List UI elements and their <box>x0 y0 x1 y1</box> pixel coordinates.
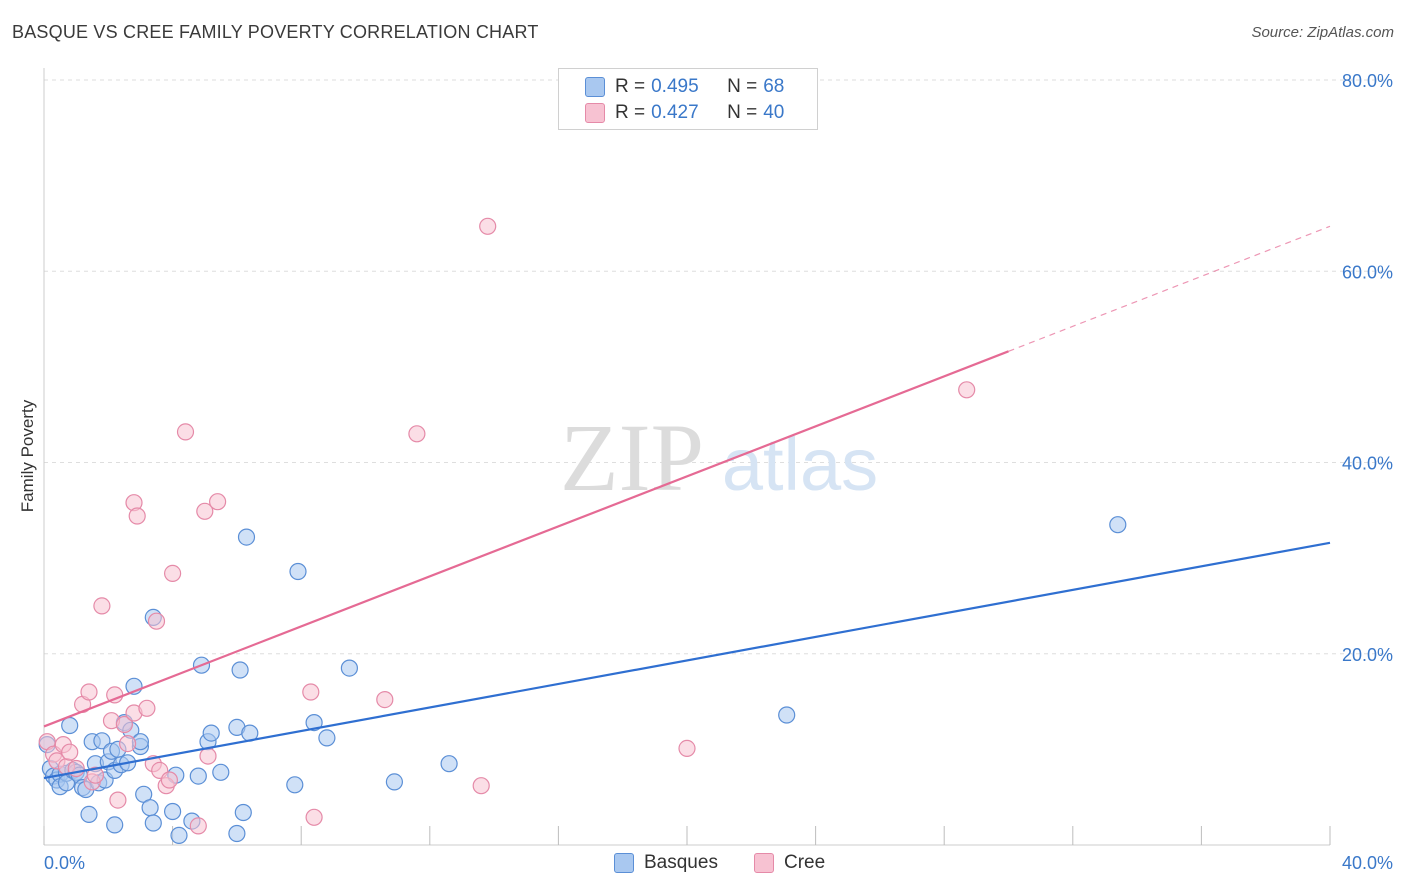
cree-point <box>176 423 195 441</box>
basques-point <box>189 767 207 785</box>
cree-point <box>305 808 323 826</box>
basques-point <box>80 805 98 824</box>
basques-point <box>228 824 246 843</box>
basques-point <box>1109 516 1127 534</box>
r-label: R = <box>615 76 646 97</box>
n-label: N = <box>727 102 758 123</box>
n-value-basques: 68 <box>763 76 785 97</box>
watermark-atlas: atlas <box>722 423 878 506</box>
bottom-legend-cree: Cree <box>754 852 825 874</box>
y-tick-label: 40.0% <box>1342 454 1393 474</box>
basques-point <box>340 659 358 677</box>
cree-point <box>80 683 98 701</box>
watermark-zip: ZIP <box>560 404 704 511</box>
basques-trend-line <box>43 541 1331 780</box>
r-label: R = <box>615 102 646 123</box>
r-value-basques: 0.495 <box>651 76 699 97</box>
cree-legend-label: Cree <box>784 852 826 873</box>
basques-points <box>38 516 1127 845</box>
cree-point <box>189 817 207 835</box>
basques-point <box>231 661 249 679</box>
cree-point <box>128 507 146 525</box>
cree-point <box>958 381 976 399</box>
cree-legend-swatch <box>754 853 774 873</box>
cree-point <box>302 683 320 701</box>
cree-point <box>93 597 111 615</box>
axes <box>43 68 1331 846</box>
cree-point <box>118 734 137 753</box>
n-value-cree: 40 <box>763 102 785 123</box>
basques-point <box>289 562 307 581</box>
basques-point <box>170 826 188 845</box>
source-credit: Source: ZipAtlas.com <box>1251 24 1394 41</box>
basques-point <box>286 776 304 794</box>
cree-trend-line <box>43 350 1009 728</box>
cree-point <box>209 493 227 511</box>
basques-point <box>385 773 403 791</box>
basques-point <box>440 755 458 773</box>
cree-point <box>678 739 696 758</box>
basques-point <box>202 724 220 742</box>
cree-swatch <box>585 103 605 123</box>
cree-point <box>109 791 127 809</box>
cree-point <box>376 690 394 709</box>
correlation-legend: R = 0.495 N = 68 R = 0.427 N = 40 <box>558 68 818 130</box>
y-tick-label: 80.0% <box>1342 71 1393 91</box>
x-tick-label: 0.0% <box>44 853 85 873</box>
y-tick-label: 20.0% <box>1342 645 1393 665</box>
basques-point <box>318 729 336 747</box>
basques-point <box>144 814 162 832</box>
basques-point <box>212 763 230 781</box>
cree-point <box>115 715 134 734</box>
legend-row-cree: R = 0.427 N = 40 <box>585 102 784 124</box>
basques-legend-swatch <box>614 853 634 873</box>
cree-point <box>199 747 217 765</box>
cree-point <box>196 502 214 520</box>
cree-point <box>479 217 497 235</box>
n-label: N = <box>727 76 758 97</box>
cree-point <box>472 777 490 795</box>
cree-points <box>38 217 976 835</box>
cree-point <box>164 564 182 583</box>
chart-title: BASQUE VS CREE FAMILY POVERTY CORRELATIO… <box>12 22 539 42</box>
r-value-cree: 0.427 <box>651 102 699 123</box>
basques-swatch <box>585 77 605 97</box>
watermark: ZIP atlas <box>560 404 878 511</box>
cree-point <box>61 743 79 761</box>
cree-point <box>86 766 105 784</box>
basques-point <box>141 799 159 817</box>
bottom-legend-basques: Basques <box>614 852 718 874</box>
cree-point <box>160 771 178 789</box>
cree-point <box>138 699 156 717</box>
cree-point <box>147 612 166 630</box>
basques-point <box>778 706 796 724</box>
x-tick-label: 40.0% <box>1342 853 1393 873</box>
basques-legend-label: Basques <box>644 852 718 873</box>
basques-point <box>106 816 124 834</box>
basques-point <box>234 803 252 822</box>
y-tick-label: 60.0% <box>1342 262 1393 282</box>
tick-labels: 20.0% 40.0% 60.0% 80.0% 0.0% 40.0% <box>44 71 1393 873</box>
basques-point <box>61 716 79 735</box>
legend-row-basques: R = 0.495 N = 68 <box>585 76 784 98</box>
cree-trend-extension <box>1008 225 1331 352</box>
trend-lines <box>43 225 1331 780</box>
basques-point <box>164 802 182 821</box>
cree-point <box>408 425 426 443</box>
basques-point <box>305 713 323 732</box>
basques-point <box>237 528 256 546</box>
